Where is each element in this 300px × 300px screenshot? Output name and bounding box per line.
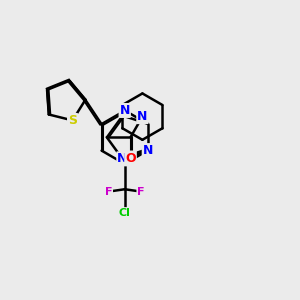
Text: N: N	[143, 144, 153, 157]
Text: Cl: Cl	[119, 208, 131, 218]
Text: S: S	[68, 114, 77, 127]
Text: N: N	[117, 152, 128, 165]
Text: N: N	[119, 104, 130, 117]
Text: F: F	[137, 187, 145, 196]
Text: N: N	[137, 110, 148, 123]
Text: F: F	[105, 187, 112, 196]
Text: O: O	[125, 152, 136, 164]
